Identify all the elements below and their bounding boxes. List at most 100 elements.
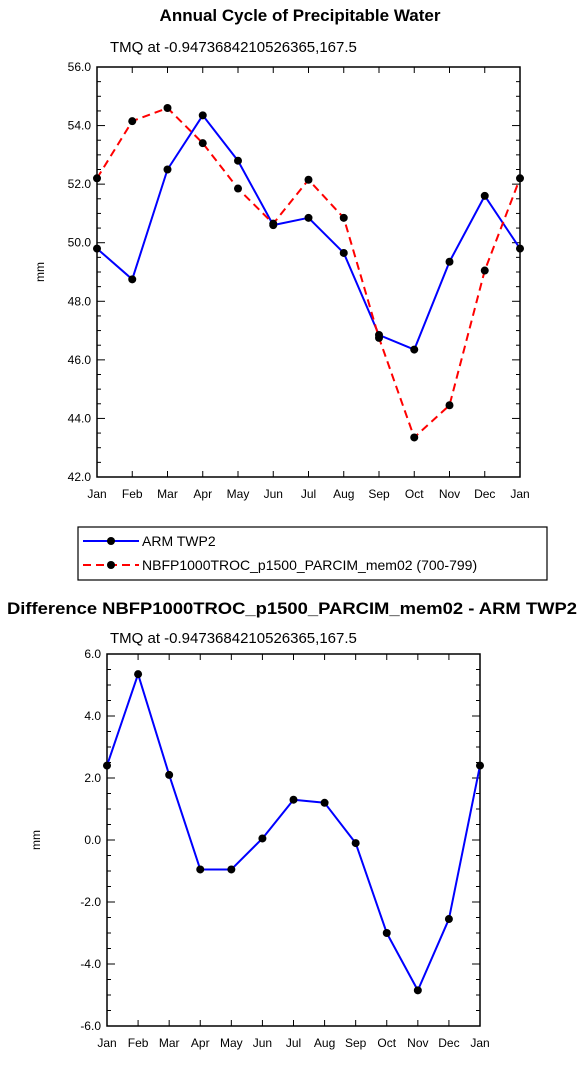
bottom-x-tick-label: Jan (97, 1036, 116, 1050)
bottom-chart-subtitle: TMQ at -0.9473684210526365,167.5 (110, 630, 357, 647)
bottom-series-0-point (289, 795, 298, 804)
bottom-series-0-point (444, 915, 453, 924)
bottom-x-tick-label: Mar (159, 1036, 180, 1050)
top-x-tick-label: Nov (439, 487, 460, 501)
top-series-1-point (516, 174, 524, 183)
top-series-1-point (269, 219, 278, 228)
top-y-tick-label: 54.0 (68, 119, 92, 133)
top-x-tick-label: Mar (157, 487, 178, 501)
bottom-series-0-point (413, 986, 422, 995)
bottom-series-line-0 (106, 673, 481, 992)
chart-bottom: Difference NBFP1000TROC_p1500_PARCIM_mem… (7, 599, 577, 1050)
bottom-x-tick-label: Aug (314, 1036, 335, 1050)
bottom-y-axis-label: mm (29, 830, 43, 850)
top-x-tick-label: Aug (333, 487, 354, 501)
bottom-series-0-point (351, 839, 360, 848)
bottom-series-0-point (134, 670, 143, 679)
top-x-tick-label: Dec (474, 487, 495, 501)
top-chart-title: Annual Cycle of Precipitable Water (160, 6, 441, 25)
bottom-x-tick-label: Jun (253, 1036, 272, 1050)
bottom-y-tick-label: -4.0 (80, 957, 101, 971)
bottom-y-tick-label: 6.0 (84, 647, 101, 661)
bottom-chart-title: Difference NBFP1000TROC_p1500_PARCIM_mem… (7, 599, 577, 618)
legend-marker-arm (107, 537, 115, 545)
top-series-line-0 (96, 114, 521, 351)
top-chart-subtitle: TMQ at -0.9473684210526365,167.5 (110, 39, 357, 56)
top-series-line-1 (96, 107, 521, 439)
legend-box (77, 526, 548, 581)
legend-marker-model (107, 561, 115, 569)
bottom-x-tick-label: Dec (438, 1036, 459, 1050)
top-series-0-point (410, 345, 419, 354)
legend-label-model: NBFP1000TROC_p1500_PARCIM_mem02 (700-799… (142, 557, 477, 573)
top-x-tick-label: Jul (301, 487, 316, 501)
top-series-0-point (445, 257, 454, 266)
top-y-tick-label: 52.0 (68, 177, 92, 191)
bottom-series-0-point (382, 929, 391, 937)
top-series-1-point (375, 333, 383, 342)
bottom-x-tick-label: Sep (345, 1036, 367, 1050)
legend-entry-arm: ARM TWP2 (83, 533, 216, 549)
top-plot-frame (96, 66, 521, 478)
top-series-0-point (480, 191, 489, 200)
top-series-1-point (339, 213, 348, 222)
top-x-tick-label: Jan (87, 487, 106, 501)
bottom-x-tick-label: Oct (377, 1036, 396, 1050)
bottom-y-tick-label: 0.0 (84, 833, 101, 847)
top-series-0-point (128, 275, 137, 284)
top-series-0-point (234, 156, 242, 165)
top-y-tick-label: 50.0 (68, 236, 92, 250)
top-x-tick-label: Jan (510, 487, 529, 501)
top-series-1-point (128, 117, 137, 126)
top-series-1-point (198, 139, 207, 148)
bottom-series-0-point (227, 865, 236, 874)
top-series-0-point (93, 244, 101, 253)
top-x-tick-label: Apr (193, 487, 212, 501)
top-y-tick-label: 44.0 (68, 411, 92, 425)
top-x-tick-label: Sep (368, 487, 390, 501)
bottom-series-0-point (165, 770, 174, 779)
bottom-series-0-point (320, 798, 329, 807)
bottom-x-tick-label: Feb (128, 1036, 149, 1050)
top-x-tick-label: Jun (264, 487, 283, 501)
top-series-1-point (93, 174, 101, 183)
bottom-x-tick-label: Jan (470, 1036, 489, 1050)
top-series-0-point (339, 248, 348, 257)
legend-entry-model: NBFP1000TROC_p1500_PARCIM_mem02 (700-799… (83, 557, 477, 573)
bottom-x-tick-label: Nov (407, 1036, 428, 1050)
top-series-1-point (304, 175, 313, 184)
top-series-1-point (445, 401, 454, 410)
top-series-1-point (410, 433, 419, 442)
top-x-tick-label: Feb (122, 487, 143, 501)
bottom-y-tick-label: -2.0 (80, 895, 101, 909)
top-series-1-point (163, 104, 172, 112)
bottom-series-0-point (196, 865, 205, 874)
legend: ARM TWP2 NBFP1000TROC_p1500_PARCIM_mem02… (77, 526, 548, 581)
top-series-1-point (234, 184, 242, 193)
bottom-plot-frame (106, 653, 481, 1027)
bottom-x-tick-label: Jul (286, 1036, 301, 1050)
bottom-series-0-point (258, 834, 267, 843)
chart-top: Annual Cycle of Precipitable Water TMQ a… (33, 6, 530, 501)
bottom-y-tick-label: -6.0 (80, 1019, 101, 1033)
top-x-tick-label: Oct (405, 487, 424, 501)
bottom-series-0-point (476, 761, 484, 770)
bottom-x-tick-label: May (220, 1036, 243, 1050)
top-series-0-point (198, 111, 207, 120)
bottom-y-tick-label: 4.0 (84, 709, 101, 723)
top-series-0-point (163, 165, 172, 174)
top-y-tick-label: 46.0 (68, 353, 92, 367)
top-series-0-point (516, 244, 524, 253)
bottom-y-tick-label: 2.0 (84, 771, 101, 785)
top-series-1-point (480, 266, 489, 275)
top-y-axis-label: mm (33, 262, 47, 282)
top-y-tick-label: 42.0 (68, 470, 92, 484)
top-x-tick-label: May (227, 487, 250, 501)
legend-label-arm: ARM TWP2 (142, 533, 216, 549)
top-y-tick-label: 48.0 (68, 294, 92, 308)
bottom-series-0-point (103, 761, 111, 770)
top-series-0-point (304, 213, 313, 222)
top-y-tick-label: 56.0 (68, 60, 92, 74)
bottom-x-tick-label: Apr (191, 1036, 210, 1050)
